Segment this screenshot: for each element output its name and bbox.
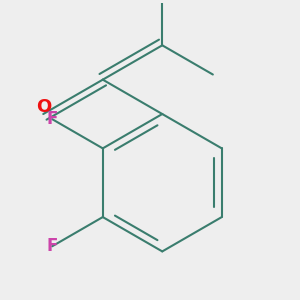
Text: O: O [36,98,51,116]
Text: F: F [46,110,58,128]
Text: F: F [46,237,58,255]
